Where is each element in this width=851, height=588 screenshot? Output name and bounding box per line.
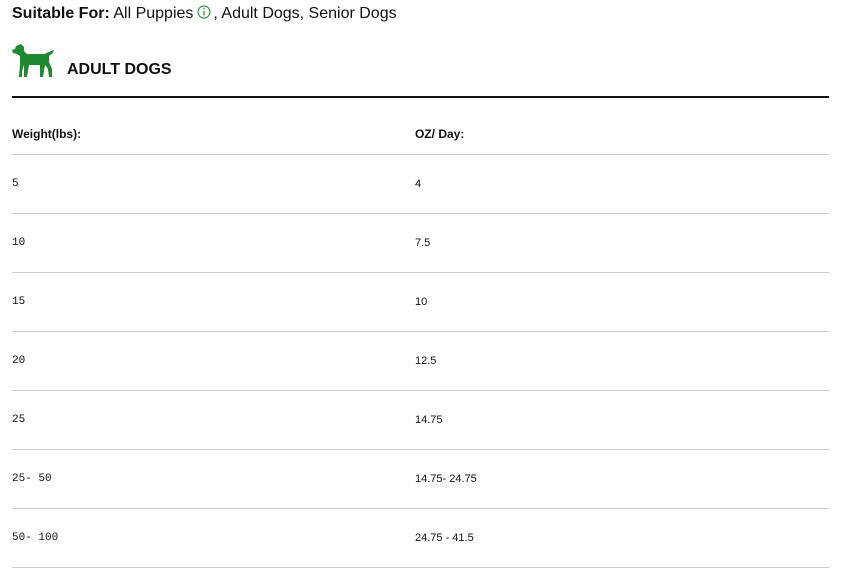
- table-cell: 25: [12, 414, 26, 426]
- section-title: ADULT DOGS: [67, 61, 172, 78]
- feeding-table: Weight(lbs): OZ/ Day: 5 4 10 7.5 15 10 20 12.5 25 1…: [12, 98, 829, 568]
- table-cell: 5: [12, 178, 19, 190]
- suitable-for: Suitable For: All Puppies , Adult Dogs, S…: [12, 4, 397, 24]
- table-row: 20 12.5: [12, 332, 829, 391]
- table-cell: 24.75 - 41.5: [415, 532, 474, 544]
- info-icon[interactable]: [197, 5, 211, 19]
- divider: [12, 96, 829, 98]
- dog-icon: [12, 44, 54, 77]
- table-row: 50- 100 24.75 - 41.5: [12, 509, 829, 568]
- header-cell: OZ/ Day:: [415, 127, 465, 141]
- table-cell: 14.75- 24.75: [415, 473, 477, 485]
- suitable-label: Suitable For:: [12, 5, 110, 22]
- table-cell: 12.5: [415, 355, 437, 367]
- table-row: 25 14.75: [12, 391, 829, 450]
- table-cell: 4: [415, 178, 422, 190]
- table-cell: 50- 100: [12, 532, 59, 544]
- table-cell: 25- 50: [12, 473, 52, 485]
- table-cell: 10: [12, 237, 26, 249]
- header-row: Weight(lbs): OZ/ Day:: [12, 98, 829, 155]
- table-row: 15 10: [12, 273, 829, 332]
- table-row: 10 7.5: [12, 214, 829, 273]
- suitable-rest: , Adult Dogs, Senior Dogs: [213, 5, 397, 22]
- table-row: 25- 50 14.75- 24.75: [12, 450, 829, 509]
- table-cell: 10: [415, 296, 428, 308]
- table-cell: 15: [12, 296, 26, 308]
- header-cell: Weight(lbs):: [12, 127, 82, 141]
- suitable-first: All Puppies: [113, 5, 194, 22]
- table-cell: 20: [12, 355, 26, 367]
- table-cell: 7.5: [415, 237, 431, 249]
- table-cell: 14.75: [415, 414, 443, 426]
